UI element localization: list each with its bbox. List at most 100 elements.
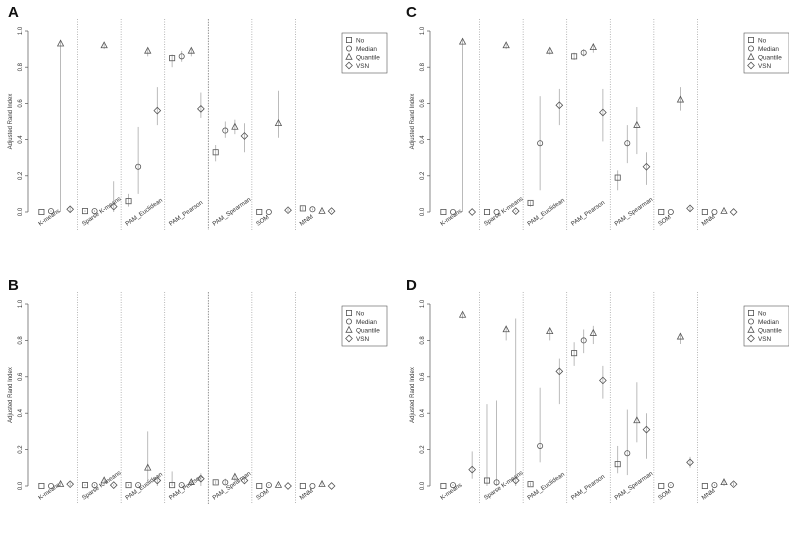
data-point-median (265, 208, 272, 215)
panel-label: C (406, 4, 417, 21)
data-point-no (125, 198, 132, 205)
data-point-median (135, 163, 142, 170)
data-point-vsn (642, 162, 651, 171)
legend-label: Quantile (758, 54, 782, 61)
data-point-vsn (511, 476, 520, 485)
data-point-no (81, 482, 88, 489)
data-point-quantile (56, 39, 65, 47)
data-point-quantile (187, 478, 195, 486)
legend-label: Median (356, 319, 377, 326)
legend-marker-median (748, 45, 755, 52)
data-point-quantile (458, 310, 467, 318)
legend-marker-median (345, 318, 352, 325)
data-point-median (493, 479, 500, 486)
category-label: SOM (657, 214, 673, 228)
data-point-quantile (720, 206, 728, 214)
data-point-no (256, 482, 263, 489)
data-point-vsn (555, 367, 564, 376)
category-label: SOM (255, 214, 271, 228)
data-point-no (527, 199, 534, 206)
y-tick-label: 0.0 (18, 481, 24, 490)
data-point-median (309, 482, 316, 489)
data-point-no (169, 55, 176, 62)
legend-marker-vsn (747, 334, 755, 343)
data-point-median (493, 208, 500, 215)
data-point-no (614, 174, 621, 181)
y-tick-label: 1.0 (18, 26, 24, 35)
data-point-no (38, 208, 45, 215)
data-point-quantile (231, 122, 239, 130)
data-point-median (667, 482, 674, 489)
category-label: PAM_Euclidean (124, 197, 164, 228)
category-label: PAM_Pearson (168, 199, 205, 228)
data-point-median (222, 479, 229, 486)
data-point-no (483, 477, 490, 484)
data-point-vsn (511, 207, 520, 215)
legend-marker-no (748, 37, 755, 44)
data-point-vsn (729, 480, 738, 489)
y-tick-label: 1.0 (420, 26, 426, 35)
data-point-quantile (187, 46, 195, 54)
chart-panel-a: A 0.0 0.2 0.4 0.6 0.8 1.0 Adjusted Rand Index K-… (8, 4, 388, 230)
legend-box (341, 305, 388, 347)
data-point-no (256, 208, 263, 215)
data-point-quantile (502, 325, 510, 333)
data-point-quantile (589, 43, 597, 50)
category-label: MNM (299, 213, 315, 227)
y-tick-label: 0.2 (420, 445, 426, 454)
data-point-vsn (468, 208, 477, 216)
y-tick-label: 0.4 (18, 135, 24, 144)
data-point-median (537, 140, 544, 147)
data-point-median (580, 337, 587, 344)
data-point-vsn (66, 480, 75, 489)
data-point-vsn (686, 458, 694, 467)
category-label: K-means (37, 208, 61, 228)
data-point-no (125, 482, 132, 489)
data-point-vsn (240, 132, 249, 140)
data-point-median (135, 482, 142, 489)
legend-label: Median (758, 46, 779, 53)
data-point-no (658, 482, 665, 489)
data-point-vsn (197, 104, 205, 113)
category-label: PAM_Euclidean (526, 471, 566, 502)
data-point-quantile (633, 416, 641, 424)
data-point-no (440, 208, 447, 215)
data-point-no (440, 482, 447, 489)
data-point-quantile (274, 119, 283, 127)
data-point-no (299, 482, 306, 489)
category-label: PAM_Euclidean (124, 471, 164, 502)
data-point-quantile (676, 332, 685, 340)
data-point-vsn (599, 376, 607, 385)
data-point-quantile (633, 120, 641, 128)
category-label: SOM (255, 488, 271, 502)
data-point-vsn (327, 207, 336, 215)
legend-label: Quantile (356, 54, 380, 61)
y-tick-label: 0.4 (18, 408, 24, 417)
data-point-vsn (153, 476, 162, 485)
y-tick-label: 0.8 (420, 336, 426, 345)
y-tick-label: 1.0 (18, 299, 24, 308)
legend-marker-no (345, 309, 352, 316)
y-tick-label: 0.6 (18, 372, 24, 381)
data-point-no (701, 482, 708, 489)
data-point-median (265, 482, 272, 489)
legend-label: Quantile (356, 327, 380, 334)
data-point-median (449, 208, 456, 215)
legend-label: VSN (356, 63, 370, 70)
chart-panel-b: B 0.0 0.2 0.4 0.6 0.8 1.0 Adjusted Rand Index K-… (8, 277, 388, 504)
category-label: PAM_Pearson (570, 199, 607, 228)
data-point-quantile (546, 46, 554, 54)
data-point-vsn (642, 425, 651, 434)
data-point-median (222, 127, 229, 134)
data-point-median (711, 482, 718, 489)
data-point-median (667, 208, 674, 215)
data-point-no (571, 53, 578, 60)
category-label: PAM_Pearson (570, 473, 607, 502)
category-label: K-means (37, 482, 61, 502)
y-tick-label: 1.0 (420, 299, 426, 308)
data-point-vsn (240, 476, 249, 485)
category-label: PAM_Spearman (211, 470, 252, 502)
data-point-vsn (327, 482, 336, 490)
